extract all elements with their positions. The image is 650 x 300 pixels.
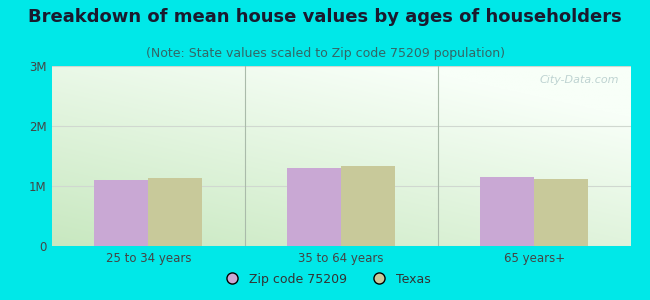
Text: City-Data.com: City-Data.com	[540, 75, 619, 85]
Bar	[341, 166, 395, 246]
Bar	[287, 168, 341, 246]
Bar	[94, 180, 148, 246]
Bar	[480, 177, 534, 246]
Bar	[148, 178, 202, 246]
Bar	[534, 179, 588, 246]
Text: Breakdown of mean house values by ages of householders: Breakdown of mean house values by ages o…	[28, 8, 622, 26]
Text: (Note: State values scaled to Zip code 75209 population): (Note: State values scaled to Zip code 7…	[146, 46, 504, 59]
Legend: Zip code 75209, Texas: Zip code 75209, Texas	[214, 268, 436, 291]
